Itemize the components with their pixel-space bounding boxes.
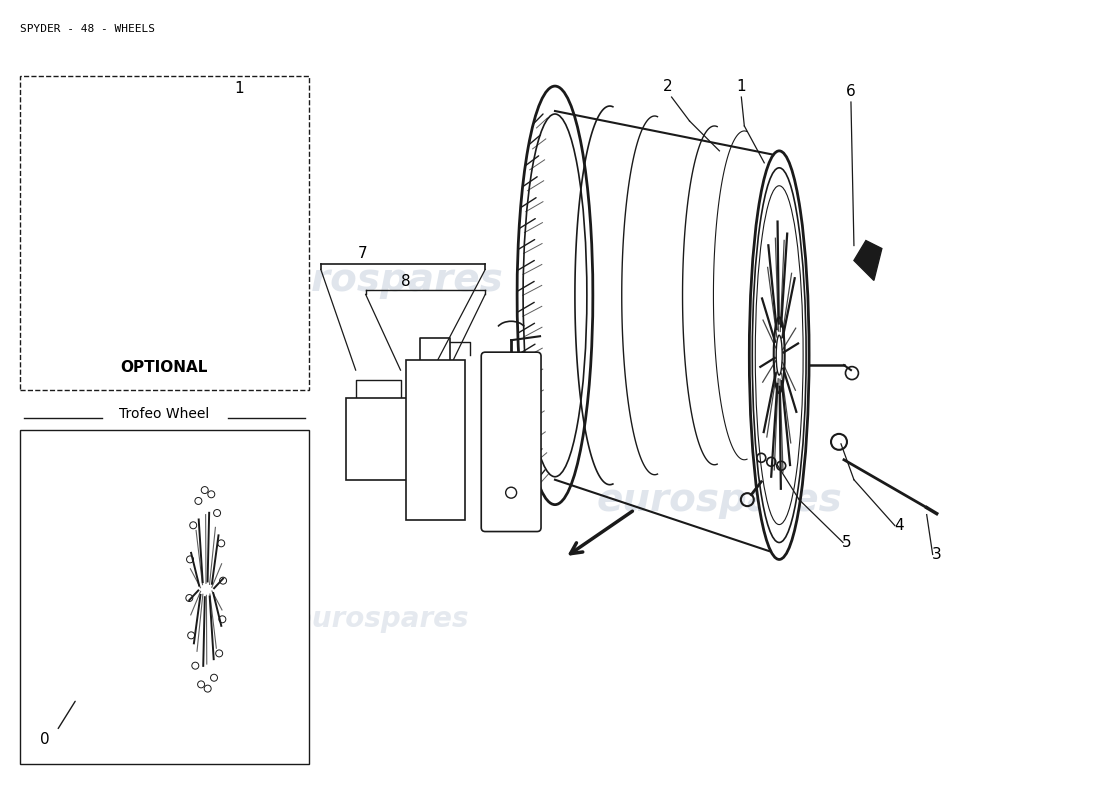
Text: 5: 5 [843, 535, 851, 550]
Text: 2: 2 [663, 79, 672, 94]
Text: eurospares: eurospares [596, 481, 843, 518]
Text: 1: 1 [234, 81, 244, 96]
Polygon shape [210, 213, 223, 252]
FancyBboxPatch shape [20, 430, 309, 764]
Text: SPYDER - 48 - WHEELS: SPYDER - 48 - WHEELS [20, 24, 155, 34]
Ellipse shape [749, 151, 810, 559]
Ellipse shape [182, 111, 231, 320]
Polygon shape [189, 213, 202, 252]
Polygon shape [208, 160, 221, 206]
Text: 8: 8 [400, 274, 410, 290]
Text: 4: 4 [894, 518, 903, 533]
FancyBboxPatch shape [345, 398, 410, 480]
Text: 3: 3 [932, 547, 942, 562]
Ellipse shape [185, 460, 228, 719]
Polygon shape [200, 233, 212, 273]
Text: eurospares: eurospares [257, 262, 504, 299]
Text: Trofeo Wheel: Trofeo Wheel [119, 407, 209, 421]
Text: OPTIONAL: OPTIONAL [121, 360, 208, 375]
Text: 1: 1 [737, 79, 746, 94]
FancyBboxPatch shape [406, 360, 465, 519]
Text: 7: 7 [358, 246, 367, 262]
Polygon shape [191, 160, 205, 206]
Polygon shape [854, 241, 882, 281]
FancyBboxPatch shape [481, 352, 541, 531]
Text: 6: 6 [846, 84, 856, 99]
Text: 0: 0 [40, 732, 49, 747]
Text: eurospares: eurospares [293, 606, 469, 634]
FancyBboxPatch shape [20, 76, 309, 390]
